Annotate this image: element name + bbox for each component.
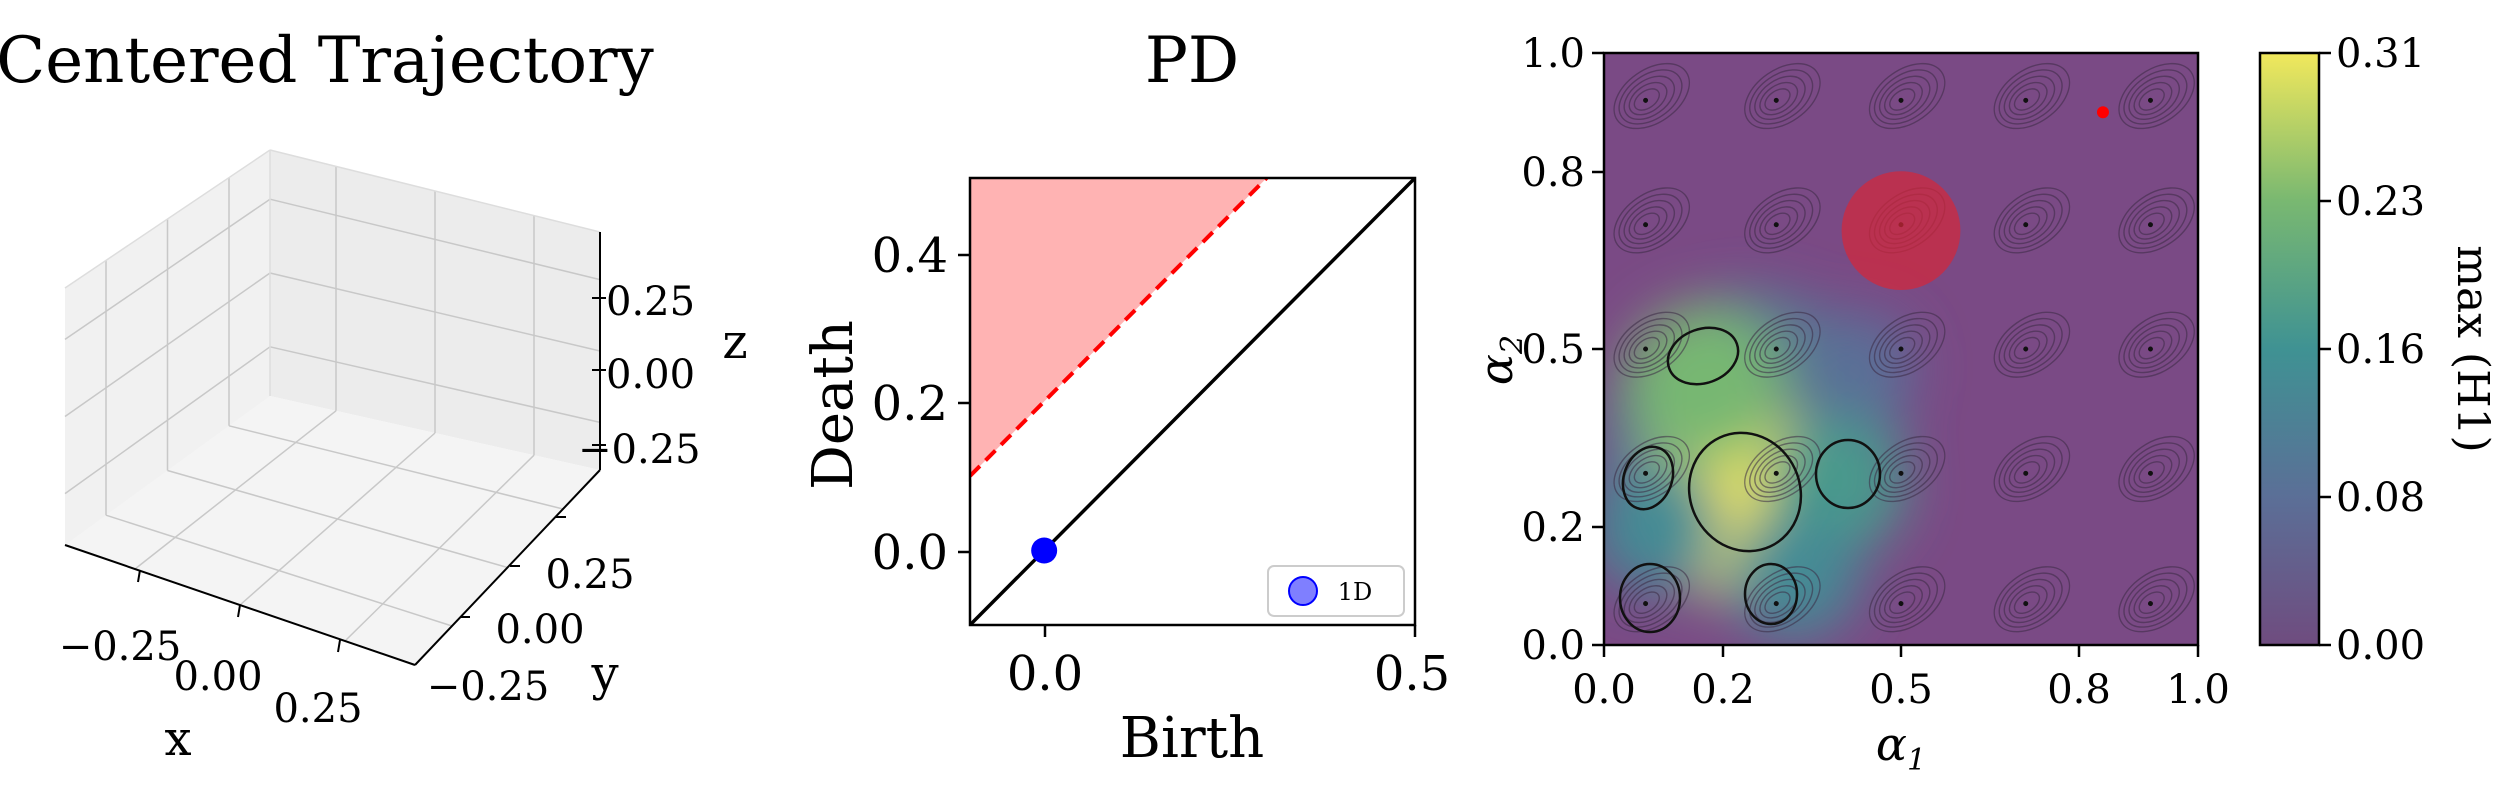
grid-line-3d — [239, 432, 436, 606]
pd-legend: 1D — [1267, 565, 1405, 617]
phase-portrait — [1993, 311, 2071, 378]
y-tick-label: 0.25 — [545, 552, 634, 598]
colorbar-gradient — [2260, 53, 2319, 645]
phase-portrait — [1613, 62, 1691, 130]
panel-heatmap: 0.0 0.2 0.5 0.8 1.0 α1 0.0 0.2 0.5 0.8 1… — [1469, 31, 2498, 778]
pd-legend-marker — [1288, 576, 1318, 606]
heatmap-y-tick-label: 0.2 — [1521, 505, 1585, 551]
phase-portrait — [1744, 311, 1821, 378]
heatmap-x-ticks — [1602, 645, 2200, 657]
grid-line-3d — [269, 198, 601, 281]
phase-portraits — [1613, 62, 2195, 633]
phase-portrait — [1868, 435, 1946, 503]
x-tick-label: 0.00 — [173, 654, 262, 700]
colorbar-tick-label: 0.00 — [2336, 623, 2425, 669]
x-axis-label: x — [164, 711, 191, 767]
colorbar-tick-label: 0.31 — [2336, 31, 2425, 77]
phase-portrait — [1744, 566, 1821, 633]
pd-y-tick-label: 0.4 — [872, 228, 948, 284]
pd-x-axis-label: Birth — [1120, 706, 1264, 771]
phase-portrait — [1744, 435, 1821, 503]
grid-line-3d — [344, 454, 535, 642]
phase-portrait — [2118, 187, 2195, 254]
heatmap-x-tick-label: 0.5 — [1869, 667, 1933, 713]
heatmap-x-tick-label: 1.0 — [2166, 667, 2230, 713]
colorbar-tick-label: 0.23 — [2336, 179, 2425, 225]
heatmap-x-tick-label: 0.2 — [1691, 667, 1755, 713]
heatmap-y-ticks — [1592, 51, 1604, 647]
phase-portrait — [1993, 62, 2071, 130]
pd-point — [1031, 537, 1058, 564]
panel-3d-trajectory: Centered Trajectory −0.25 0.00 0.25 x −0… — [0, 24, 748, 767]
x-tick-label: 0.25 — [273, 686, 362, 732]
grid-line-3d — [105, 514, 453, 627]
phase-portrait — [1744, 62, 1821, 130]
heat-blob — [1805, 312, 1914, 421]
y-axis-label: y — [590, 646, 618, 702]
heatmap-y-axis-label: α2 — [1469, 335, 1530, 385]
phase-portrait — [1868, 311, 1946, 378]
heatmap-x-tick-label: 0.0 — [1572, 667, 1636, 713]
phase-portrait — [1993, 435, 2071, 503]
z-tick-label: 0.25 — [606, 279, 695, 325]
phase-portrait — [2118, 566, 2195, 633]
pane-edge — [269, 149, 601, 233]
colorbar-tick-label: 0.08 — [2336, 475, 2425, 521]
marked-point — [2096, 106, 2109, 119]
colorbar: 0.00 0.08 0.16 0.23 0.31 max (H1) — [2258, 31, 2498, 669]
pane-edge — [64, 149, 271, 289]
heatmap-y-tick-label: 1.0 — [1521, 31, 1585, 77]
phase-portrait — [2118, 62, 2195, 130]
phase-portrait — [2118, 435, 2195, 503]
x-tick-label: −0.25 — [59, 624, 182, 670]
colorbar-tick-label: 0.16 — [2336, 327, 2425, 373]
pd-axes-frame — [968, 176, 1417, 627]
z-tick-label: 0.00 — [606, 352, 695, 398]
heatmap-x-tick-label: 0.8 — [2047, 667, 2111, 713]
panel-persistence-diagram: PD 0.0 0.5 Birth 0.0 0.2 0.4 Death 1D — [801, 24, 1450, 771]
x-tick-mark — [137, 569, 141, 583]
z-tick-label: −0.25 — [578, 427, 701, 473]
pane-floor — [65, 396, 600, 665]
heatmap-x-axis-label: α1 — [1876, 717, 1926, 778]
y-tick-label: 0.00 — [495, 607, 584, 653]
pd-y-tick-label: 0.0 — [872, 525, 948, 581]
pd-x-tick-label: 0.5 — [1374, 646, 1450, 702]
pd-y-tick-label: 0.2 — [872, 376, 948, 432]
title-pd: PD — [1145, 24, 1239, 98]
phase-portrait — [2118, 311, 2195, 378]
highlight-circle — [1841, 171, 1961, 290]
pd-legend-label: 1D — [1338, 578, 1373, 606]
x-tick-mark — [237, 604, 241, 618]
heatmap-contours — [1618, 326, 1882, 634]
z-axis-label: z — [722, 314, 747, 370]
y-tick-label: −0.25 — [427, 664, 550, 710]
phase-portrait — [1744, 187, 1821, 254]
phase-portrait — [1868, 62, 1946, 130]
grid-line-3d — [269, 272, 601, 352]
heatmap-y-tick-label: 0.8 — [1521, 150, 1585, 196]
y-axis-line — [414, 469, 601, 666]
phase-portrait — [1868, 566, 1946, 633]
pd-points — [1031, 537, 1058, 564]
colorbar-label: max (H1) — [2447, 245, 2498, 452]
phase-portrait — [1613, 435, 1691, 503]
heatmap-y-tick-label: 0.0 — [1521, 623, 1585, 669]
heat-blob — [1729, 509, 1859, 639]
x-tick-mark — [337, 639, 341, 653]
grid-line-3d — [64, 198, 271, 341]
phase-portrait — [1993, 187, 2071, 254]
phase-portrait — [1613, 187, 1691, 254]
heat-blob — [1604, 461, 1723, 592]
title-3d: Centered Trajectory — [0, 24, 654, 98]
pd-threshold-line — [970, 178, 1269, 478]
grid-line-3d — [64, 272, 271, 418]
phase-portrait — [1993, 566, 2071, 633]
heatmap-y-tick-label: 0.5 — [1521, 327, 1585, 373]
grid-3d — [64, 149, 601, 642]
phase-portrait — [1613, 311, 1691, 378]
pd-x-tick-label: 0.0 — [1007, 646, 1083, 702]
pd-y-axis-label: Death — [801, 320, 866, 490]
